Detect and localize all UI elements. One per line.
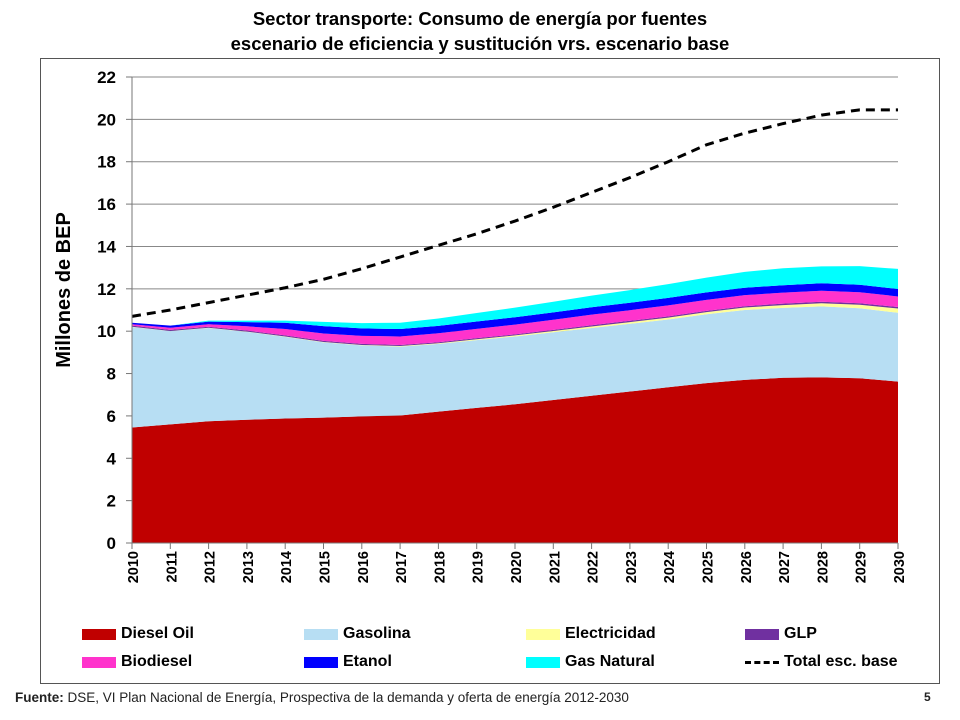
- legend-item-gasolina: Gasolina: [304, 624, 411, 644]
- legend-label: GLP: [784, 625, 817, 642]
- legend-label: Electricidad: [565, 625, 656, 642]
- x-tick-label: 2029: [854, 551, 870, 583]
- legend-swatch: [526, 628, 560, 640]
- legend-swatch: [745, 628, 779, 640]
- legend-swatch: [82, 628, 116, 640]
- x-tick-label: 2030: [892, 551, 908, 583]
- x-tick-label: 2026: [739, 551, 755, 583]
- area-gas-natural: [132, 266, 898, 330]
- legend-label: Gasolina: [343, 625, 411, 642]
- x-tick-label: 2024: [662, 551, 678, 583]
- y-tick-label: 2: [107, 492, 116, 511]
- source-footer: Fuente: DSE, VI Plan Nacional de Energía…: [15, 690, 629, 705]
- legend-swatch: [82, 656, 116, 668]
- x-tick-label: 2016: [356, 551, 372, 583]
- y-tick-label: 22: [97, 68, 116, 87]
- y-tick-label: 20: [97, 110, 116, 129]
- x-tick-label: 2027: [777, 551, 793, 583]
- x-tick-label: 2019: [471, 551, 487, 583]
- area-etanol: [132, 283, 898, 337]
- legend-item-diesel-oil: Diesel Oil: [82, 624, 194, 644]
- y-tick-label: 16: [97, 195, 116, 214]
- area-biodiesel: [132, 290, 898, 345]
- legend-label: Diesel Oil: [121, 625, 194, 642]
- legend-label: Biodiesel: [121, 653, 193, 670]
- x-tick-label: 2023: [624, 551, 640, 583]
- legend-item-etanol: Etanol: [304, 652, 392, 672]
- x-tick-label: 2014: [279, 551, 295, 583]
- x-tick-label: 2013: [241, 551, 257, 583]
- x-tick-label: 2015: [318, 551, 334, 583]
- legend-item-glp: GLP: [745, 624, 817, 644]
- legend-swatch: [745, 660, 779, 664]
- x-tick-label: 2025: [701, 551, 717, 583]
- chart-frame: [40, 58, 940, 684]
- x-tick-label: 2021: [547, 551, 563, 583]
- x-tick-label: 2011: [164, 551, 180, 582]
- legend-swatch: [304, 656, 338, 668]
- x-tick-label: 2028: [815, 551, 831, 583]
- legend-item-biodiesel: Biodiesel: [82, 652, 192, 672]
- y-tick-label: 12: [97, 280, 116, 299]
- y-tick-label: 18: [97, 153, 116, 172]
- y-tick-label: 0: [107, 534, 116, 553]
- x-tick-label: 2012: [203, 551, 219, 583]
- y-tick-label: 6: [107, 407, 116, 426]
- x-tick-label: 2010: [126, 551, 142, 583]
- line-total-esc-base: [131, 108, 898, 318]
- legend-swatch: [526, 656, 560, 668]
- page-number: 5: [924, 690, 931, 704]
- x-tick-label: 2017: [394, 551, 410, 583]
- legend-item-gas-natural: Gas Natural: [526, 652, 655, 672]
- y-tick-label: 14: [97, 237, 116, 256]
- y-tick-label: 8: [107, 365, 116, 384]
- y-tick-label: 4: [107, 449, 117, 468]
- footer-label: Fuente:: [15, 690, 64, 705]
- y-axis-title: Millones de BEP: [53, 212, 75, 368]
- legend-label: Total esc. base: [784, 653, 898, 670]
- title-line-2: escenario de eficiencia y sustitución vr…: [230, 33, 730, 54]
- area-diesel-oil: [132, 377, 898, 543]
- legend-swatch: [304, 628, 338, 640]
- chart-title: Sector transporte: Consumo de energía po…: [0, 6, 960, 56]
- legend-label: Gas Natural: [565, 653, 655, 670]
- legend-label: Etanol: [343, 653, 392, 670]
- legend-item-total-esc-base: Total esc. base: [745, 652, 898, 672]
- title-line-1: Sector transporte: Consumo de energía po…: [252, 8, 708, 29]
- area-gasolina: [132, 306, 898, 428]
- legend-item-electricidad: Electricidad: [526, 624, 656, 644]
- x-tick-label: 2020: [509, 551, 525, 583]
- y-tick-label: 10: [97, 322, 116, 341]
- x-tick-label: 2018: [432, 551, 448, 583]
- x-tick-label: 2022: [586, 551, 602, 583]
- area-electricidad: [132, 303, 898, 347]
- footer-text: DSE, VI Plan Nacional de Energía, Prospe…: [63, 690, 629, 705]
